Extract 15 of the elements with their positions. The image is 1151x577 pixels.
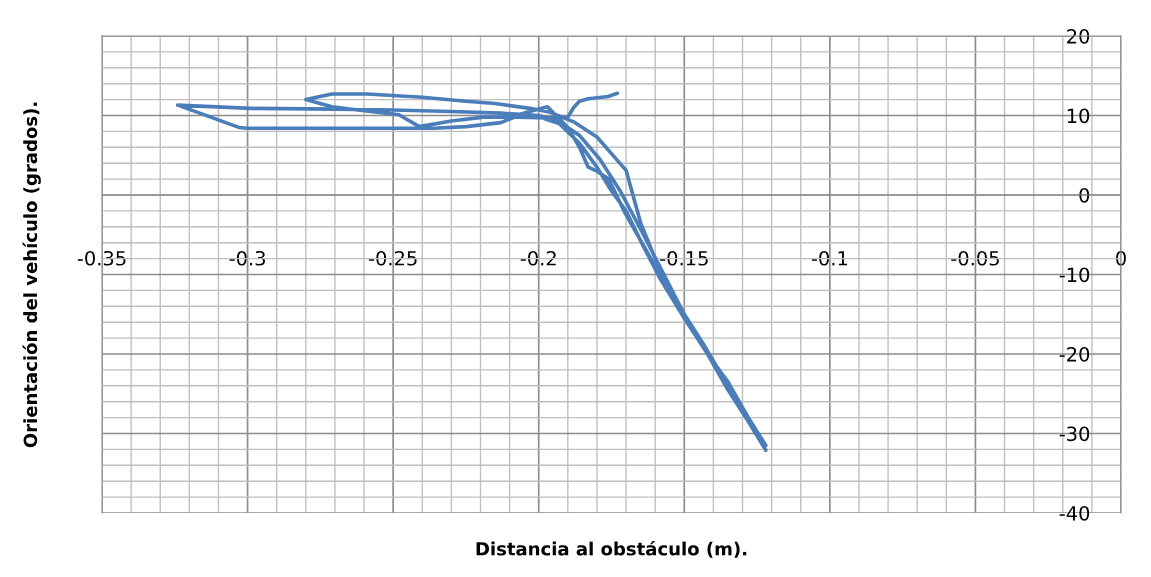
x-axis-title: Distancia al obstáculo (m). <box>476 540 747 558</box>
y-tick-label: 20 <box>1067 28 1090 44</box>
y-tick-label: -20 <box>1059 346 1090 362</box>
y-tick-label: -10 <box>1059 267 1090 283</box>
x-tick-label: -0.35 <box>77 250 126 266</box>
x-tick-label: -0.25 <box>368 250 417 266</box>
x-tick-label: -0.15 <box>660 250 708 266</box>
y-tick-label: 0 <box>1079 187 1090 203</box>
y-tick-label: -30 <box>1059 426 1090 442</box>
x-tick-label: 0 <box>1116 250 1126 266</box>
y-axis-title: Orientación del vehículo (grados). <box>22 102 41 448</box>
line-series <box>175 91 768 452</box>
y-tick-label: 10 <box>1067 108 1090 124</box>
x-tick-label: -0.2 <box>520 250 556 266</box>
y-tick-label: -40 <box>1059 505 1090 521</box>
